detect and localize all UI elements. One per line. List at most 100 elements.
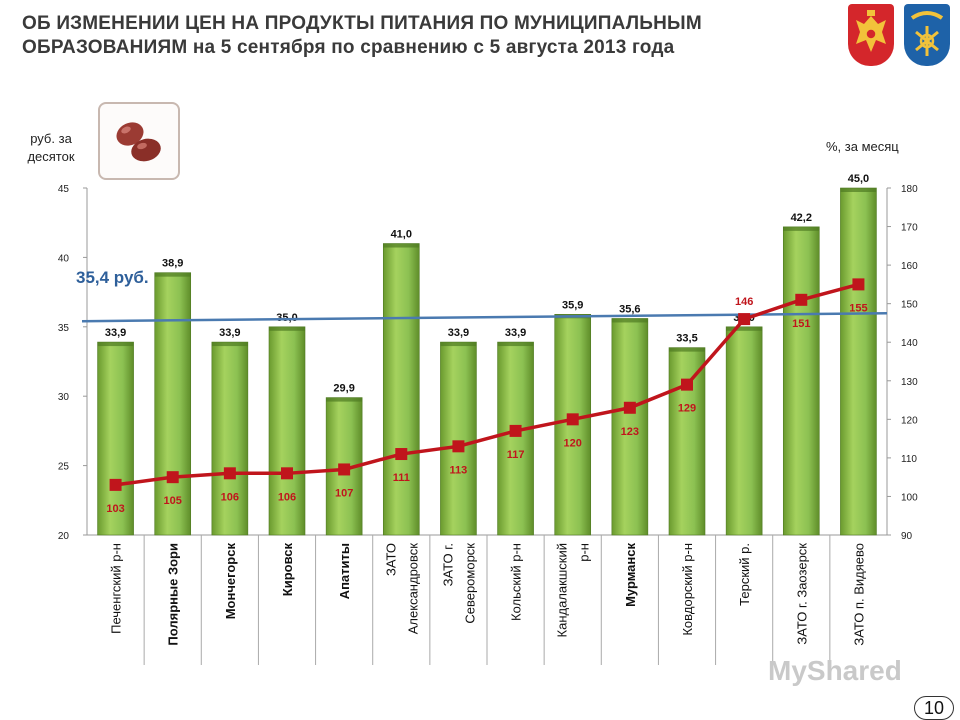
bar-top [497,342,534,347]
bar-value-label: 29,9 [333,383,354,395]
right-tick-label: 120 [901,415,918,426]
category-label: Мурманск [623,543,638,607]
bar-top [669,347,705,352]
bar-top [154,272,191,277]
category-label: Мончегорск [223,543,238,620]
bar-value-label: 33,9 [105,327,126,339]
percent-point [281,467,293,480]
percent-point [566,413,579,426]
bar-value-label: 41,0 [391,229,412,241]
right-tick-label: 160 [901,261,918,272]
bar-top [440,342,477,347]
percent-point [395,448,408,461]
category-label: р-н [577,543,592,562]
category-label: Кировск [280,543,295,597]
bar-value-label: 33,9 [219,327,240,339]
bar-value-label: 42,2 [791,212,812,224]
percent-point [852,278,865,291]
percent-value-label: 105 [164,495,182,507]
left-tick-label: 20 [58,531,70,542]
bar [611,318,649,536]
percent-value-label: 111 [393,472,410,484]
bar [497,341,534,536]
bar-top [726,326,763,331]
bar-top [383,243,420,248]
bar-value-label: 35,0 [276,312,297,324]
category-label: ЗАТО [383,543,398,576]
percent-value-label: 151 [792,318,810,330]
percent-value-label: 117 [507,449,525,461]
left-tick-label: 35 [58,323,70,334]
coat-of-arms-murmansk-icon [904,4,950,66]
left-axis-unit: руб. за десяток [27,131,75,164]
bar [97,341,134,536]
percent-value-label: 155 [849,302,867,314]
category-label: Полярные Зори [166,543,181,646]
percent-value-label: 106 [278,491,296,503]
category-label: ЗАТО п. Видяево [851,543,866,646]
bar-top [269,326,305,331]
bar [382,243,420,536]
percent-point [166,471,179,484]
left-tick-label: 40 [58,253,70,264]
bar-top [97,342,134,347]
category-label: Александровск [405,543,420,635]
bar-value-label: 33,9 [505,327,526,339]
left-tick-label: 45 [58,184,70,195]
category-label: Кандалакшский [555,543,570,637]
bar [668,347,706,536]
bar [211,341,249,536]
category-label: Ковдорский р-н [680,543,695,636]
bar-top [783,226,820,231]
bar [840,187,877,536]
right-tick-label: 100 [901,492,918,503]
percent-value-label: 123 [621,426,639,438]
bar-value-label: 33,9 [448,327,469,339]
bar [725,326,763,536]
right-tick-label: 150 [901,300,918,311]
percent-value-label: 120 [564,437,582,449]
bar [154,272,192,536]
bar-value-label: 45,0 [848,173,869,185]
bar [782,226,820,536]
percent-line [115,282,859,487]
bar-value-label: 38,9 [162,258,183,270]
left-tick-label: 30 [58,392,70,403]
right-tick-label: 90 [901,531,913,542]
category-label: Кольский р-н [509,543,524,621]
percent-point [338,463,351,476]
category-label: Североморск [462,543,477,624]
right-tick-label: 130 [901,377,918,388]
bar-value-label: 35,6 [619,303,640,315]
right-tick-label: 180 [901,184,918,195]
percent-value-label: 106 [221,491,239,503]
percent-point [738,313,751,326]
bar-value-label: 35,9 [562,299,583,311]
percent-point [795,293,808,306]
coat-of-arms-russia-icon [848,4,894,66]
percent-value-label: 107 [335,487,353,499]
eggs-icon [98,102,180,180]
right-axis-unit: %, за месяц [826,139,899,154]
average-line [81,311,888,323]
page-number: 10 [914,696,954,720]
percent-point [681,378,693,391]
category-label: Терский р. [737,543,752,606]
average-price-label: 35,4 руб. [76,268,149,287]
percent-value-label: 129 [678,403,696,415]
page-title: ОБ ИЗМЕНЕНИИ ЦЕН НА ПРОДУКТЫ ПИТАНИЯ ПО … [22,13,702,58]
percent-point [509,424,522,437]
bar-top [211,342,248,347]
percent-point [452,440,465,453]
category-label: Печенгский р-н [109,543,124,634]
percent-value-label: 113 [450,464,468,476]
bar [440,341,477,536]
right-tick-label: 110 [901,454,917,465]
bar-top [611,318,648,323]
category-label: Апатиты [337,543,352,599]
bar [268,326,306,536]
bar-top [326,397,363,402]
watermark: MyShared [768,655,902,686]
bar-value-label: 33,5 [676,333,697,345]
right-tick-label: 140 [901,338,918,349]
